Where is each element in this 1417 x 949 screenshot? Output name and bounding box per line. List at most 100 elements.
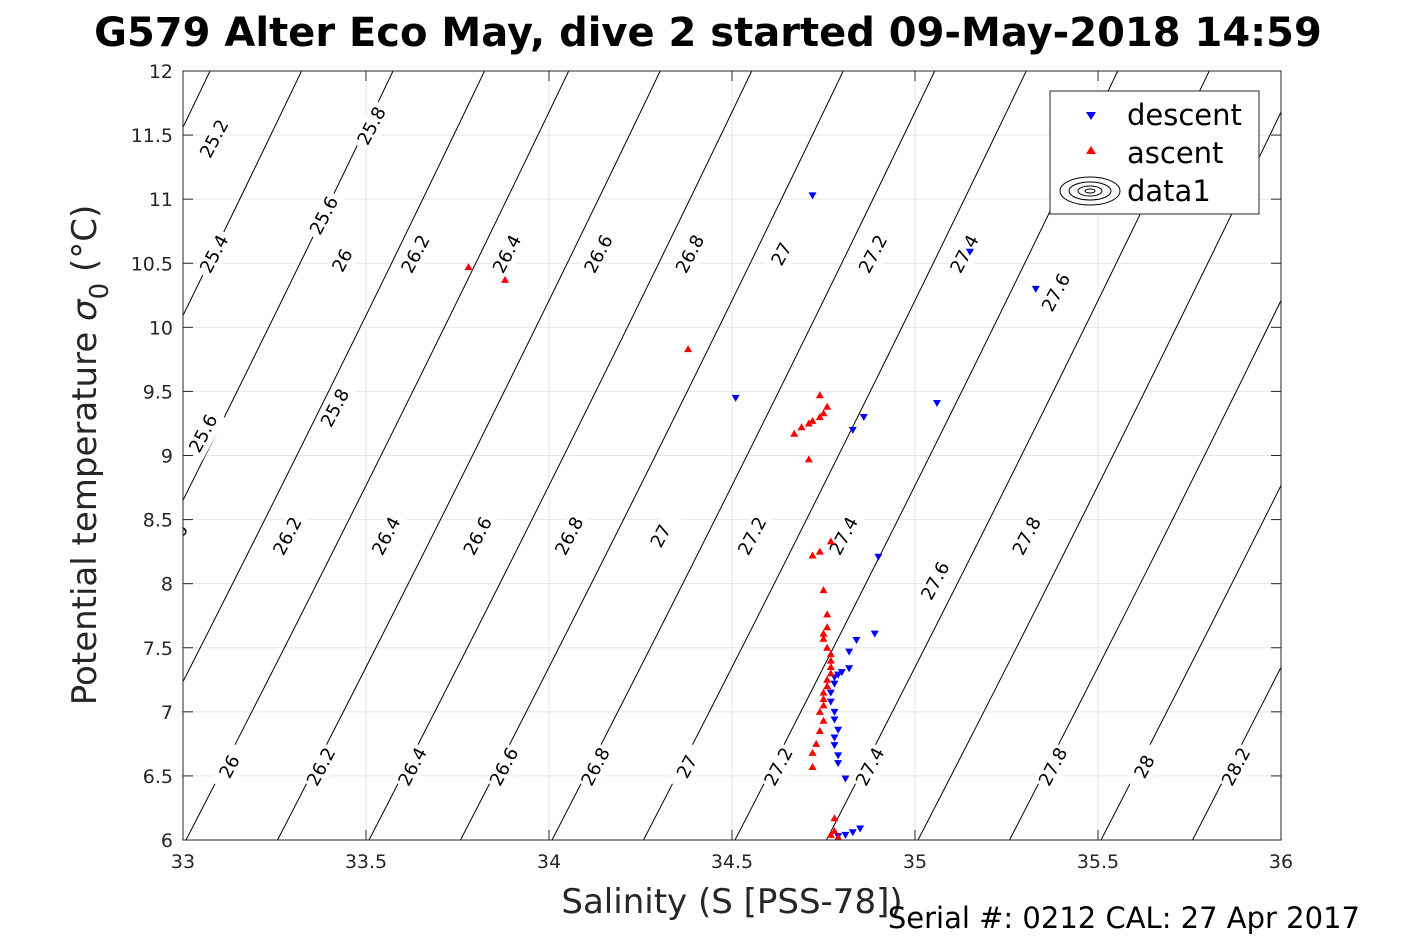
- contour-label-bg: [351, 99, 394, 153]
- contour-label-bg: [853, 228, 895, 281]
- contour-label-bg: [1036, 266, 1078, 320]
- ascent-point: [684, 345, 693, 353]
- contour-label-bg: [578, 228, 621, 281]
- ascent-point: [815, 391, 824, 399]
- contour-label-bg: [759, 742, 800, 792]
- ascent-point: [823, 610, 832, 618]
- contour-line: [1008, 299, 1281, 840]
- y-axis: 6 6.5 7 7.5 8 8.5 9 9.5 10 10.5 11 11.5 12: [131, 61, 1281, 852]
- y-tick-label: 9.5: [143, 381, 173, 403]
- ascent-point: [808, 551, 817, 559]
- ascent-point: [823, 643, 832, 651]
- contour-label: 26: [163, 521, 192, 551]
- contour-label-bg: [667, 742, 709, 792]
- chart-title: G579 Alter Eco May, dive 2 started 09-Ma…: [94, 10, 1322, 56]
- contour-label-bg: [395, 228, 438, 281]
- y-axis-label-subscript: 0: [85, 283, 115, 300]
- contour-label-bg: [194, 228, 237, 281]
- ascent-point: [819, 695, 828, 703]
- descent-point: [826, 689, 835, 697]
- contour-label-bg: [732, 510, 775, 563]
- legend-data1-label: data1: [1127, 174, 1211, 208]
- contour-label-bg: [1033, 742, 1075, 792]
- descent-point: [874, 553, 883, 561]
- ascent-point: [819, 716, 828, 724]
- ascent-point: [826, 662, 835, 670]
- y-tick-label: 6.5: [143, 766, 173, 788]
- descent-point: [859, 414, 868, 422]
- descent-point: [845, 648, 854, 656]
- legend-descent-label: descent: [1127, 98, 1242, 132]
- y-tick-label: 11.5: [131, 125, 173, 147]
- descent-point: [848, 829, 857, 837]
- data-points: [464, 192, 1040, 841]
- x-tick-label: 34: [537, 851, 561, 873]
- ascent-point: [790, 429, 799, 437]
- ascent-point: [834, 833, 843, 841]
- y-tick-label: 8.5: [143, 510, 173, 532]
- descent-point: [852, 637, 861, 645]
- ascent-point: [464, 263, 473, 271]
- ascent-point: [812, 739, 821, 747]
- ascent-point: [501, 275, 510, 283]
- legend-box: [1049, 90, 1260, 215]
- contour-line: [183, 71, 394, 502]
- descent-point: [830, 708, 839, 716]
- descent-point: [834, 752, 843, 760]
- descent-point: [965, 248, 974, 256]
- ascent-point: [815, 413, 824, 421]
- descent-point: [848, 426, 857, 434]
- x-tick-label: 33.5: [345, 851, 387, 873]
- x-tick-label: 36: [1269, 851, 1293, 873]
- y-tick-label: 8: [161, 574, 173, 596]
- descent-point: [856, 825, 865, 833]
- descent-point: [826, 698, 835, 706]
- descent-point: [870, 630, 879, 638]
- ascent-point: [819, 629, 828, 637]
- ascent-point: [819, 634, 828, 642]
- ascent-point: [830, 814, 839, 822]
- contour-line: [459, 71, 844, 840]
- contour-label-bg: [576, 742, 617, 792]
- x-tick-label: 33: [171, 851, 195, 873]
- descent-point: [834, 726, 843, 734]
- ascent-point: [826, 830, 835, 838]
- descent-point: [837, 669, 846, 677]
- legend: descent ascent data1: [1049, 90, 1260, 215]
- descent-point: [841, 831, 850, 839]
- y-tick-label: 6: [161, 830, 173, 852]
- contour-label-bg: [944, 228, 987, 281]
- descent-point: [841, 775, 850, 783]
- ascent-point: [815, 727, 824, 735]
- contour-label-bg: [1216, 742, 1258, 792]
- descent-point: [830, 680, 839, 688]
- ascent-point: [808, 762, 817, 770]
- ascent-point: [826, 650, 835, 658]
- contour-label-bg: [670, 228, 712, 281]
- y-axis-label: Potential temperature σ0 (°C): [65, 205, 115, 705]
- contour-label-bg: [549, 510, 592, 563]
- y-tick-label: 10: [149, 317, 173, 339]
- x-tick-label: 35: [903, 851, 927, 873]
- footer-serial: Serial #: 0212 CAL: 27 Apr 2017: [888, 901, 1360, 935]
- ascent-point: [804, 455, 813, 463]
- x-tick-label: 34.5: [711, 851, 753, 873]
- contour-line: [185, 71, 570, 840]
- contour-label-bg: [304, 189, 346, 243]
- descent-point: [932, 399, 941, 407]
- contour-label-bg: [761, 228, 804, 281]
- ascent-point: [808, 748, 817, 756]
- contour-line: [183, 71, 303, 317]
- descent-point: [830, 734, 839, 742]
- ascent-point: [815, 707, 824, 715]
- contour-label-bg: [194, 112, 237, 166]
- contour-label-bg: [301, 742, 343, 792]
- contour-line: [1191, 666, 1281, 840]
- y-axis-label-prefix: Potential temperature: [65, 321, 105, 705]
- y-tick-label: 9: [161, 446, 173, 468]
- y-tick-label: 12: [149, 61, 173, 83]
- y-tick-label: 7.5: [143, 638, 173, 660]
- legend-ascent-marker: [1086, 146, 1096, 154]
